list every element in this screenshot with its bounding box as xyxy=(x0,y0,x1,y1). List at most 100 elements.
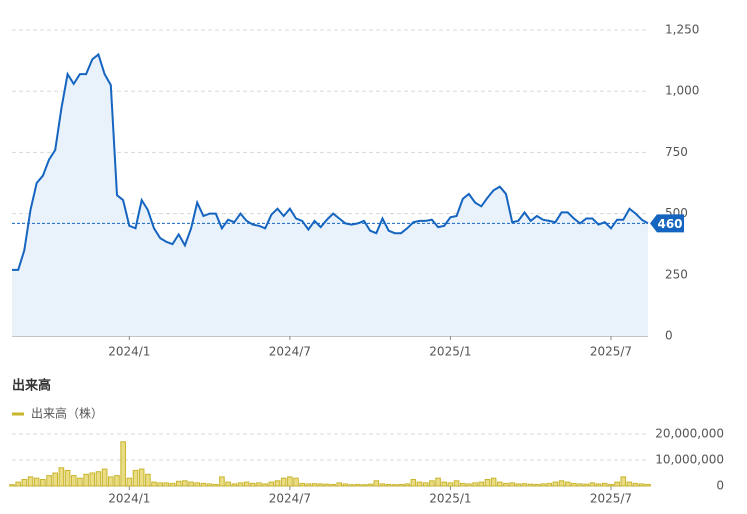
volume-bar xyxy=(194,482,201,487)
volume-bar xyxy=(225,481,231,487)
volume-bar xyxy=(608,483,614,487)
volume-bar xyxy=(274,480,281,487)
area-fill xyxy=(12,54,648,336)
price-line xyxy=(12,52,649,271)
volume-bar xyxy=(58,467,65,487)
volume-bar xyxy=(626,481,633,487)
volume-bar xyxy=(200,482,207,487)
volume-bar xyxy=(348,484,355,487)
volume-bar xyxy=(64,469,71,487)
x-tick-label: 2025/1 xyxy=(429,492,471,506)
volume-bar xyxy=(151,481,157,487)
volume-bar xyxy=(527,483,534,487)
volume-bar xyxy=(138,468,145,487)
volume-bar xyxy=(33,477,40,487)
volume-bar xyxy=(385,483,392,487)
volume-bar xyxy=(40,479,46,487)
volume-bar xyxy=(27,476,34,487)
volume-bar xyxy=(546,482,553,487)
volume-bar xyxy=(497,481,503,487)
volume-bar xyxy=(534,483,540,487)
x-tick-label: 2024/1 xyxy=(108,492,150,506)
volume-bar xyxy=(447,482,454,487)
y-tick-label: 10,000,000 xyxy=(655,453,724,467)
volume-bar xyxy=(583,483,590,487)
volume-bar xyxy=(46,475,52,487)
volume-bar xyxy=(132,469,139,487)
x-tick-label: 2024/7 xyxy=(269,345,311,359)
volume-bar xyxy=(435,477,441,487)
volume-bar xyxy=(89,472,96,487)
volume-bar xyxy=(268,481,275,487)
volume-bar xyxy=(645,483,651,487)
volume-bar xyxy=(361,484,367,487)
volume-bar xyxy=(83,473,89,487)
volume-bar xyxy=(188,481,194,487)
volume-bar xyxy=(367,483,373,487)
x-tick-label: 2024/1 xyxy=(108,345,150,359)
volume-bar xyxy=(484,479,491,487)
volume-bar xyxy=(342,483,349,487)
volume-bar xyxy=(157,482,163,487)
volume-bar xyxy=(410,479,417,487)
volume-bar xyxy=(453,480,460,487)
volume-bar xyxy=(620,476,627,487)
volume-bar xyxy=(293,477,299,487)
volume-bar xyxy=(107,476,114,487)
volume-bar xyxy=(15,481,21,487)
volume-bar xyxy=(564,481,571,487)
volume-bar xyxy=(231,483,238,487)
volume-bar xyxy=(237,482,244,487)
volume-bar xyxy=(70,475,77,487)
volume-bar xyxy=(21,479,28,487)
volume-bar xyxy=(120,441,126,487)
x-tick-label: 2025/1 xyxy=(429,345,471,359)
volume-bar xyxy=(441,481,448,487)
volume-bar xyxy=(262,483,268,487)
volume-bar xyxy=(595,483,602,487)
legend-label: 出来高（株） xyxy=(31,406,103,421)
volume-bar xyxy=(601,482,608,487)
volume-bar xyxy=(577,483,583,487)
volume-bar xyxy=(379,483,386,487)
volume-bar xyxy=(219,476,225,487)
y-tick-label: 750 xyxy=(665,145,688,159)
volume-bar xyxy=(9,484,15,487)
volume-bar xyxy=(416,481,423,487)
y-tick-label: 250 xyxy=(665,267,688,281)
y-tick-label: 0 xyxy=(665,329,673,343)
volume-bar xyxy=(336,482,343,487)
volume-bar xyxy=(243,481,250,487)
volume-bar xyxy=(472,482,478,487)
volume-bar xyxy=(552,481,559,487)
volume-bar xyxy=(52,472,59,487)
volume-bar xyxy=(632,482,639,487)
volume-bar xyxy=(354,483,361,487)
volume-bar xyxy=(571,482,577,487)
volume-bar xyxy=(478,481,485,487)
volume-bar xyxy=(126,477,133,487)
volume-bar xyxy=(114,475,120,487)
volume-bar xyxy=(287,476,293,487)
volume-bar xyxy=(490,477,497,487)
volume-bar xyxy=(558,480,565,487)
volume-bar xyxy=(163,482,170,487)
y-tick-label: 20,000,000 xyxy=(655,427,724,441)
volume-bar xyxy=(250,482,256,487)
volume-bar xyxy=(330,483,336,487)
volume-bar xyxy=(299,482,306,487)
volume-bar xyxy=(466,483,472,487)
volume-bar xyxy=(373,480,380,487)
volume-bar xyxy=(509,482,515,487)
chart-title: 出来高 xyxy=(12,378,51,394)
volume-bar xyxy=(305,483,312,487)
volume-bar xyxy=(77,477,83,487)
x-tick-label: 2024/7 xyxy=(269,492,311,506)
volume-bar xyxy=(404,483,410,487)
volume-bar xyxy=(182,480,188,487)
volume-bar xyxy=(95,471,102,487)
volume-bar xyxy=(317,483,324,487)
volume-bar xyxy=(521,483,528,487)
volume-bar xyxy=(206,483,213,487)
